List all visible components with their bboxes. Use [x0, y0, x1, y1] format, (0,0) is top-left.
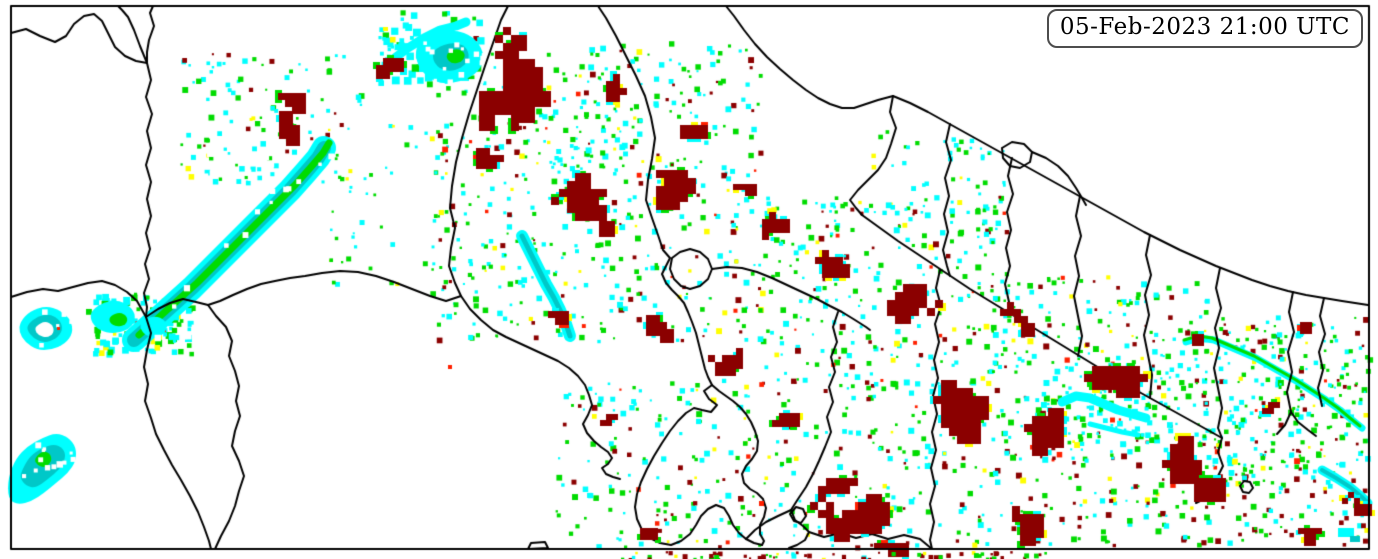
timestamp-badge: 05-Feb-2023 21:00 UTC — [1046, 9, 1363, 48]
timestamp-text: 05-Feb-2023 21:00 UTC — [1059, 14, 1350, 40]
